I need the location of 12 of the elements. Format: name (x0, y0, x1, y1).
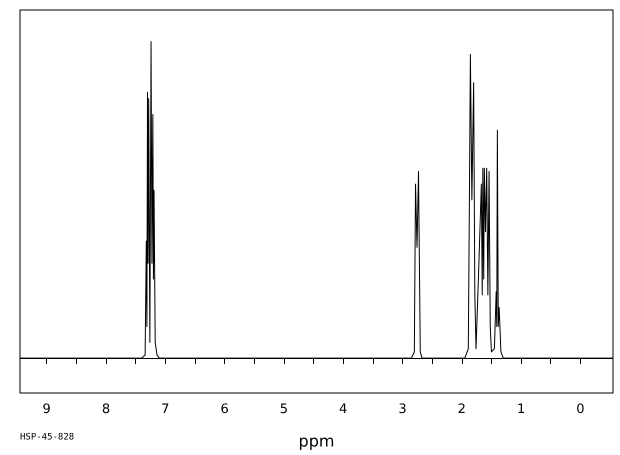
x-tick-label: 2 (458, 402, 466, 417)
x-tick-label: 4 (339, 402, 348, 417)
x-tick-label: 0 (576, 402, 585, 417)
x-tick-label: 3 (398, 402, 407, 417)
x-tick-label: 5 (280, 402, 288, 417)
x-tick-label: 9 (42, 402, 51, 417)
x-tick-label: 8 (102, 402, 110, 417)
text: HSP-45-828 (20, 432, 74, 442)
x-tick-label: 6 (220, 402, 229, 417)
x-axis-title: ppm (298, 432, 334, 450)
x-tick-label: 1 (516, 402, 526, 417)
x-tick-label: 7 (161, 402, 170, 417)
